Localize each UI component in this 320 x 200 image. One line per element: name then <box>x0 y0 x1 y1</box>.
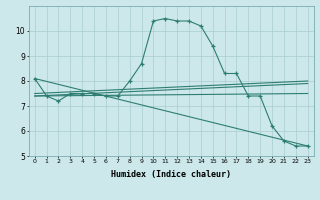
X-axis label: Humidex (Indice chaleur): Humidex (Indice chaleur) <box>111 170 231 179</box>
